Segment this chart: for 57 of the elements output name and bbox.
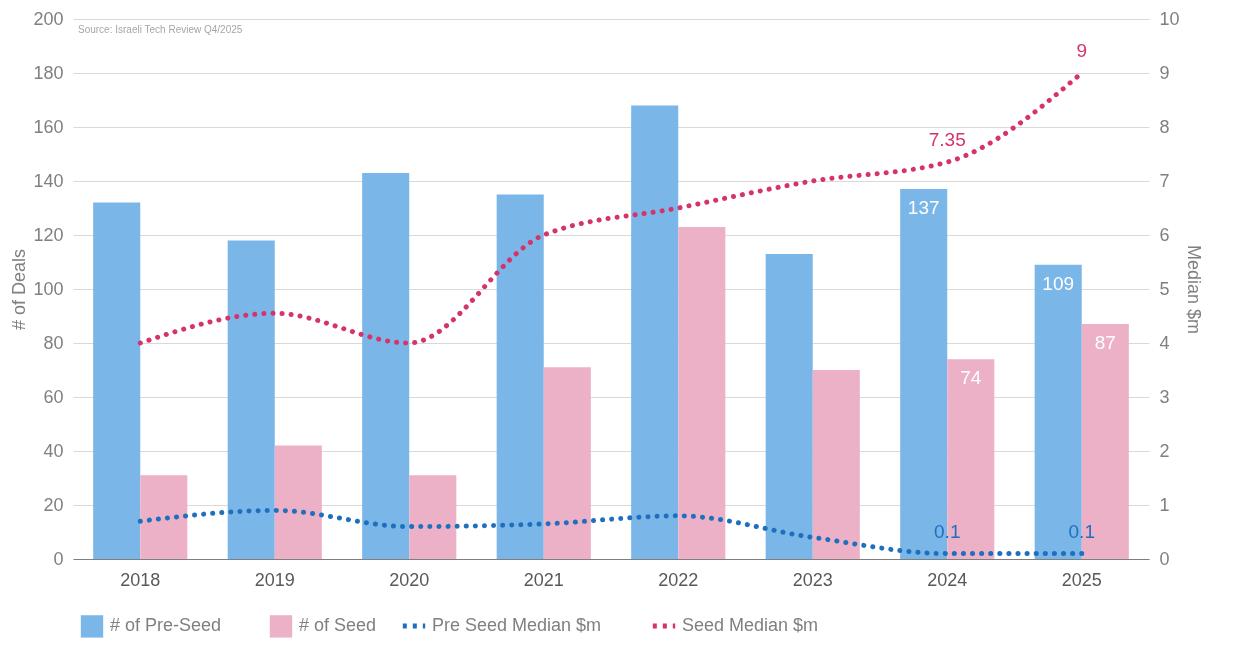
- y2-tick-label: 3: [1159, 386, 1170, 407]
- y-tick-label: 200: [33, 8, 64, 29]
- y2-tick-label: 7: [1159, 170, 1170, 191]
- bar: [678, 226, 726, 559]
- y-tick-label: 20: [43, 494, 64, 515]
- x-tick-label: 2021: [523, 569, 564, 590]
- y-tick-label: 160: [33, 116, 64, 137]
- x-tick-label: 2023: [792, 569, 833, 590]
- bar: [631, 105, 679, 559]
- y2-tick-label: 0: [1159, 548, 1170, 569]
- data-label: 9: [1076, 40, 1088, 61]
- data-label: 87: [1094, 332, 1116, 354]
- y2-tick-label: 6: [1159, 224, 1170, 245]
- bar: [362, 172, 410, 559]
- bar: [765, 253, 813, 559]
- bar: [227, 240, 275, 559]
- x-tick-label: 2019: [254, 569, 295, 590]
- y-tick-label: 140: [33, 170, 64, 191]
- x-tick-label: 2022: [658, 569, 699, 590]
- bar: [93, 202, 141, 559]
- bar: [496, 194, 544, 559]
- x-tick-label: 2020: [389, 569, 430, 590]
- bar: [140, 475, 188, 559]
- y-tick-label: 100: [33, 278, 64, 299]
- annotation: Source: Israeli Tech Review Q4/2025: [78, 24, 243, 35]
- y-tick-label: 40: [43, 440, 64, 461]
- y-axis-title: # of Deals: [9, 248, 30, 331]
- x-tick-label: 2018: [120, 569, 161, 590]
- data-label: 0.1: [934, 520, 961, 542]
- legend-label: # of Pre-Seed: [110, 615, 222, 636]
- data-label: 74: [960, 367, 982, 389]
- y2-tick-label: 10: [1159, 8, 1180, 29]
- y2-tick-label: 5: [1159, 278, 1170, 299]
- y2-tick-label: 9: [1159, 62, 1170, 83]
- y-tick-label: 120: [33, 224, 64, 245]
- y2-tick-label: 1: [1159, 494, 1170, 515]
- bar: [409, 475, 457, 559]
- y2-tick-label: 8: [1159, 116, 1170, 137]
- y-tick-label: 0: [53, 548, 64, 569]
- legend-label: Seed Median $m: [682, 615, 819, 635]
- data-label: 109: [1042, 272, 1075, 294]
- bar: [812, 370, 860, 559]
- y2-tick-label: 4: [1159, 332, 1170, 353]
- legend-label: Pre Seed Median $m: [432, 615, 602, 635]
- data-label: 137: [907, 197, 940, 219]
- x-tick-label: 2025: [1061, 569, 1102, 590]
- y-tick-label: 180: [33, 62, 64, 83]
- data-label: 7.35: [928, 129, 966, 151]
- bar: [543, 367, 591, 559]
- legend-label: # of Seed: [299, 615, 377, 636]
- x-tick-label: 2024: [927, 569, 968, 590]
- bar: [274, 445, 322, 559]
- y-tick-label: 80: [43, 332, 64, 353]
- y-tick-label: 60: [43, 386, 64, 407]
- data-label: 0.1: [1068, 520, 1095, 542]
- y2-tick-label: 2: [1159, 440, 1170, 461]
- y2-axis-title: Median $m: [1183, 244, 1204, 335]
